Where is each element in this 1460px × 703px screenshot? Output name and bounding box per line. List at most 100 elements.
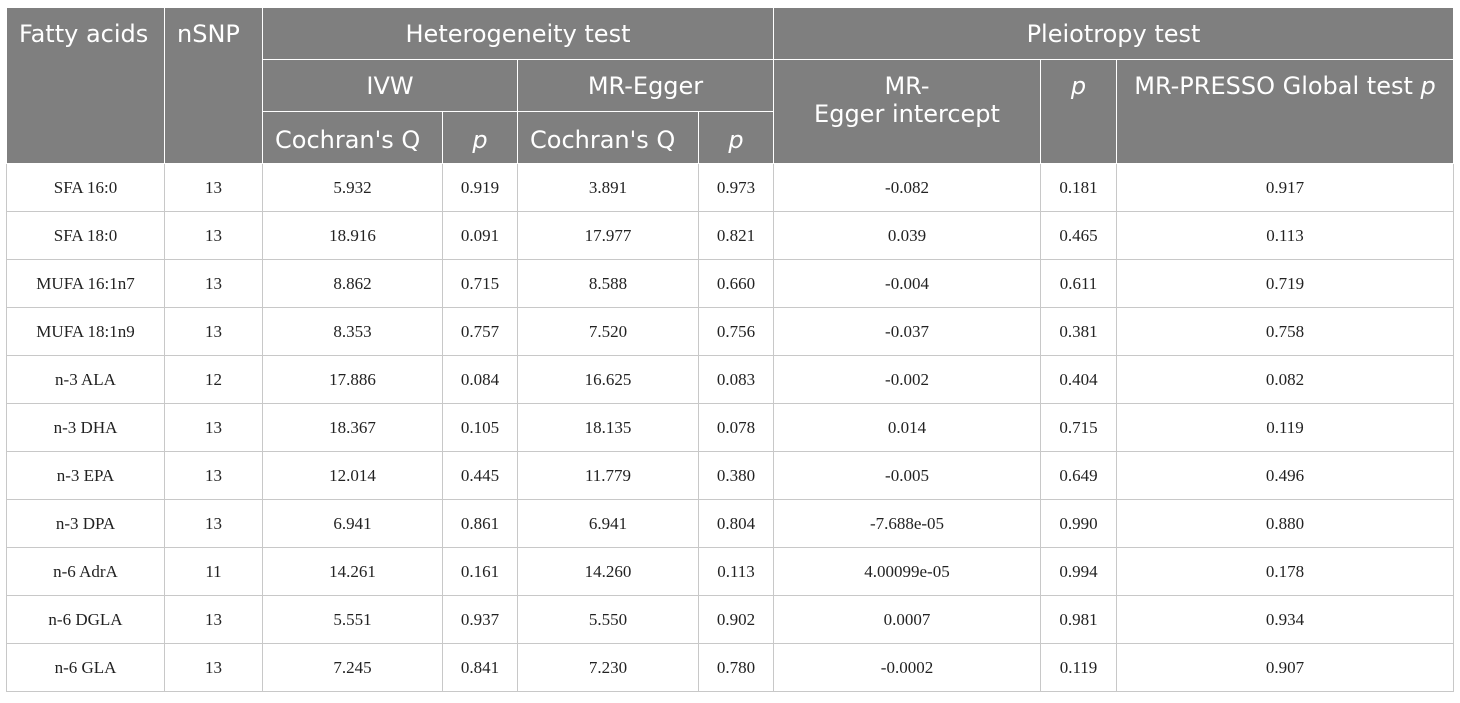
table-row: SFA 16:0 13 5.932 0.919 3.891 0.973 -0.082 0.18… [6, 163, 1455, 212]
cell-fatty-acid: SFA 18:0 [6, 211, 165, 260]
cell-egger-cochran-q: 18.135 [517, 403, 699, 452]
cell-egger-intercept: -0.004 [773, 259, 1041, 308]
cell-fatty-acid: n-6 GLA [6, 643, 165, 692]
cell-presso-p: 0.113 [1115, 211, 1455, 260]
table-row: n-6 DGLA 13 5.551 0.937 5.550 0.902 0.0007 0.98… [6, 595, 1455, 644]
table-row: n-3 ALA 12 17.886 0.084 16.625 0.083 -0.002 0.4… [6, 355, 1455, 404]
cell-nsnp: 13 [164, 163, 263, 212]
cell-egger-cochran-q: 16.625 [517, 355, 699, 404]
cell-ivw-cochran-q: 5.932 [262, 163, 443, 212]
header-egger-cochran-q: Cochran's Q [517, 111, 699, 164]
cell-nsnp: 13 [164, 595, 263, 644]
cell-ivw-p: 0.445 [442, 451, 518, 500]
cell-fatty-acid: n-6 AdrA [6, 547, 165, 596]
header-egger-intercept: MR- Egger intercept [773, 59, 1041, 164]
cell-ivw-cochran-q: 6.941 [262, 499, 443, 548]
cell-nsnp: 13 [164, 403, 263, 452]
cell-egger-intercept: -0.082 [773, 163, 1041, 212]
cell-pleiotropy-p: 0.404 [1040, 355, 1117, 404]
header-egger-intercept-line2: Egger intercept [814, 100, 1000, 128]
cell-nsnp: 13 [164, 451, 263, 500]
cell-nsnp: 13 [164, 307, 263, 356]
header-nsnp: nSNP [164, 7, 263, 164]
table-row: n-3 DPA 13 6.941 0.861 6.941 0.804 -7.688e-05 0… [6, 499, 1455, 548]
cell-ivw-cochran-q: 8.353 [262, 307, 443, 356]
cell-presso-p: 0.917 [1115, 163, 1455, 212]
cell-ivw-p: 0.919 [442, 163, 518, 212]
header-presso: MR-PRESSO Global test p [1115, 59, 1455, 164]
cell-fatty-acid: MUFA 16:1n7 [6, 259, 165, 308]
header-ivw-p: p [442, 111, 518, 164]
table-row: MUFA 18:1n9 13 8.353 0.757 7.520 0.756 -0.037 0… [6, 307, 1455, 356]
cell-presso-p: 0.880 [1115, 499, 1455, 548]
header-pleiotropy-test: Pleiotropy test [772, 7, 1455, 60]
cell-fatty-acid: n-3 EPA [6, 451, 165, 500]
cell-pleiotropy-p: 0.715 [1040, 403, 1117, 452]
cell-ivw-cochran-q: 17.886 [262, 355, 443, 404]
cell-pleiotropy-p: 0.119 [1040, 643, 1117, 692]
cell-presso-p: 0.119 [1115, 403, 1455, 452]
table-row: MUFA 16:1n7 13 8.862 0.715 8.588 0.660 -0.004 0… [6, 259, 1455, 308]
header-heterogeneity-test: Heterogeneity test [262, 7, 774, 60]
cell-egger-p: 0.821 [698, 211, 774, 260]
cell-egger-p: 0.113 [698, 547, 774, 596]
cell-ivw-p: 0.841 [442, 643, 518, 692]
cell-egger-p: 0.756 [698, 307, 774, 356]
cell-nsnp: 13 [164, 211, 263, 260]
cell-egger-p: 0.380 [698, 451, 774, 500]
cell-egger-cochran-q: 17.977 [517, 211, 699, 260]
cell-presso-p: 0.719 [1115, 259, 1455, 308]
cell-egger-cochran-q: 3.891 [517, 163, 699, 212]
cell-fatty-acid: SFA 16:0 [6, 163, 165, 212]
cell-fatty-acid: n-6 DGLA [6, 595, 165, 644]
cell-fatty-acid: n-3 DHA [6, 403, 165, 452]
cell-ivw-cochran-q: 12.014 [262, 451, 443, 500]
cell-ivw-cochran-q: 7.245 [262, 643, 443, 692]
cell-egger-cochran-q: 7.520 [517, 307, 699, 356]
header-presso-p: p [1420, 72, 1436, 100]
cell-presso-p: 0.082 [1115, 355, 1455, 404]
cell-presso-p: 0.178 [1115, 547, 1455, 596]
cell-presso-p: 0.758 [1115, 307, 1455, 356]
cell-egger-cochran-q: 14.260 [517, 547, 699, 596]
cell-egger-cochran-q: 5.550 [517, 595, 699, 644]
cell-nsnp: 13 [164, 259, 263, 308]
cell-presso-p: 0.496 [1115, 451, 1455, 500]
cell-pleiotropy-p: 0.981 [1040, 595, 1117, 644]
cell-egger-p: 0.083 [698, 355, 774, 404]
cell-ivw-cochran-q: 5.551 [262, 595, 443, 644]
cell-egger-cochran-q: 6.941 [517, 499, 699, 548]
cell-nsnp: 13 [164, 643, 263, 692]
header-ivw-cochran-q: Cochran's Q [262, 111, 443, 164]
cell-ivw-p: 0.757 [442, 307, 518, 356]
header-pleiotropy-p: p [1040, 59, 1117, 164]
table-row: n-3 EPA 13 12.014 0.445 11.779 0.380 -0.005 0.6… [6, 451, 1455, 500]
cell-egger-intercept: -0.002 [773, 355, 1041, 404]
cell-ivw-cochran-q: 18.916 [262, 211, 443, 260]
cell-egger-intercept: 0.0007 [773, 595, 1041, 644]
cell-ivw-cochran-q: 8.862 [262, 259, 443, 308]
cell-nsnp: 13 [164, 499, 263, 548]
header-mr-egger: MR-Egger [517, 59, 774, 112]
table-row: SFA 18:0 13 18.916 0.091 17.977 0.821 0.039 0.4… [6, 211, 1455, 260]
cell-pleiotropy-p: 0.381 [1040, 307, 1117, 356]
cell-ivw-p: 0.105 [442, 403, 518, 452]
header-presso-label: MR-PRESSO Global test [1134, 72, 1413, 100]
cell-ivw-p: 0.084 [442, 355, 518, 404]
cell-pleiotropy-p: 0.994 [1040, 547, 1117, 596]
header-egger-intercept-line1: MR- [884, 72, 930, 100]
cell-pleiotropy-p: 0.181 [1040, 163, 1117, 212]
cell-egger-p: 0.902 [698, 595, 774, 644]
cell-egger-p: 0.973 [698, 163, 774, 212]
table-row: n-6 AdrA 11 14.261 0.161 14.260 0.113 4.00099e… [6, 547, 1455, 596]
cell-egger-cochran-q: 8.588 [517, 259, 699, 308]
cell-ivw-cochran-q: 14.261 [262, 547, 443, 596]
cell-presso-p: 0.934 [1115, 595, 1455, 644]
table-row: n-6 GLA 13 7.245 0.841 7.230 0.780 -0.0002 0.11… [6, 643, 1455, 692]
cell-egger-p: 0.804 [698, 499, 774, 548]
cell-ivw-p: 0.161 [442, 547, 518, 596]
cell-egger-cochran-q: 11.779 [517, 451, 699, 500]
cell-egger-p: 0.780 [698, 643, 774, 692]
cell-ivw-cochran-q: 18.367 [262, 403, 443, 452]
cell-nsnp: 11 [164, 547, 263, 596]
